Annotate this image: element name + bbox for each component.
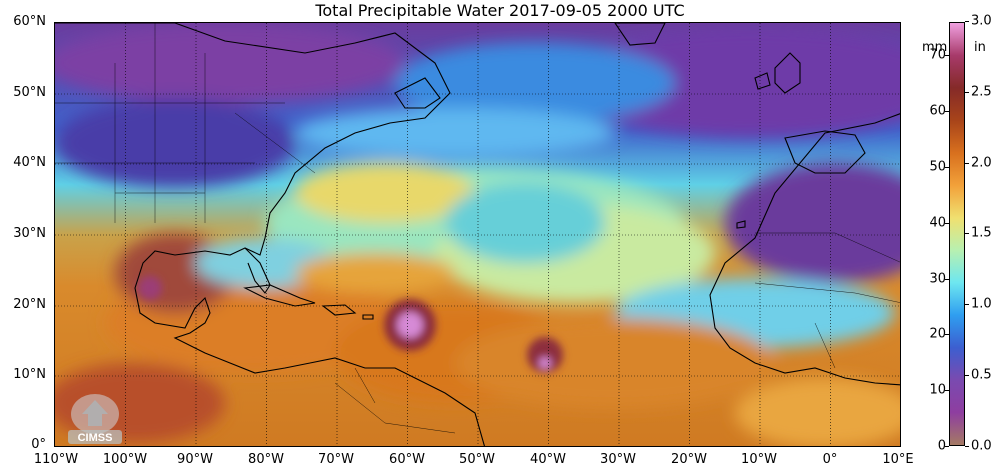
lon-label-20w: 20°W	[671, 452, 707, 467]
lat-label-0: 0°	[31, 437, 46, 452]
colorbar-in-tick-label: 0.5	[971, 367, 992, 383]
colorbar-mm-tick	[945, 334, 949, 336]
lat-label-10n: 10°N	[13, 367, 46, 382]
colorbar-in-tick-label: 2.0	[971, 155, 992, 171]
colorbar-in-tick-label: 3.0	[971, 13, 992, 29]
map-canvas	[55, 23, 900, 446]
political-borders	[55, 23, 900, 434]
colorbar-mm-tick	[945, 55, 949, 57]
colorbar-mm-tick	[945, 278, 949, 280]
colorbar-mm-tick	[945, 446, 949, 447]
colorbar-mm-tick	[945, 222, 949, 224]
colorbar-in-tick	[965, 304, 969, 306]
colorbar-in-tick	[965, 162, 969, 164]
colorbar-in-tick-label: 1.5	[971, 225, 992, 241]
colorbar-mm-tick-label: 60	[929, 103, 946, 119]
lon-label-110w: 110°W	[33, 452, 79, 467]
colorbar-in-tick	[965, 233, 969, 235]
precipitable-water-map[interactable]	[54, 22, 901, 447]
lon-label-10e: 10°E	[882, 452, 914, 467]
colorbar-unit-in: in	[974, 40, 986, 55]
colorbar-in-tick-label: 1.0	[971, 296, 992, 312]
cimss-logo-icon: CIMSS	[68, 394, 122, 444]
colorbar-mm-tick	[945, 167, 949, 169]
colorbar-in-tick	[965, 20, 969, 22]
lon-label-60w: 60°W	[389, 452, 425, 467]
colorbar-mm-tick-label: 0	[937, 438, 946, 454]
lon-label-0: 0°	[822, 452, 838, 467]
graticule	[55, 23, 900, 446]
lat-label-30n: 30°N	[13, 226, 46, 241]
lon-label-100w: 100°W	[102, 452, 148, 467]
colorbar-in-tick-label: 2.5	[971, 84, 992, 100]
colorbar-in-tick	[965, 91, 969, 93]
colorbar-mm-tick-label: 30	[929, 271, 946, 287]
colorbar-mm-tick	[945, 390, 949, 392]
colorbar-mm-tick	[945, 111, 949, 113]
lat-label-60n: 60°N	[13, 14, 46, 29]
colorbar-mm-tick-label: 50	[929, 159, 946, 175]
lat-label-50n: 50°N	[13, 85, 46, 100]
lat-label-40n: 40°N	[13, 155, 46, 170]
hurricane-feature	[138, 276, 563, 373]
colorbar-mm-tick-label: 20	[929, 326, 946, 342]
map-title: Total Precipitable Water 2017-09-05 2000…	[315, 1, 685, 20]
colorbar-in-tick-label: 0.0	[971, 438, 992, 454]
colorbar-unit-mm: mm	[922, 40, 948, 55]
lon-label-80w: 80°W	[248, 452, 284, 467]
cimss-logo: CIMSS	[60, 392, 130, 444]
colorbar-in-tick	[965, 375, 969, 377]
lat-label-20n: 20°N	[13, 297, 46, 312]
coastlines	[55, 23, 900, 446]
logo-text: CIMSS	[78, 432, 113, 444]
colorbar-mm-tick-label: 70	[929, 47, 946, 63]
lon-label-50w: 50°W	[459, 452, 495, 467]
colorbar-mm-tick-label: 10	[929, 382, 946, 398]
colorbar-mm-tick-label: 40	[929, 215, 946, 231]
lon-label-90w: 90°W	[177, 452, 213, 467]
colorbar-in-tick	[965, 446, 969, 447]
colorbar	[949, 22, 965, 446]
lon-label-30w: 30°W	[600, 452, 636, 467]
lon-label-70w: 70°W	[318, 452, 354, 467]
lon-label-40w: 40°W	[530, 452, 566, 467]
lon-label-10w: 10°W	[741, 452, 777, 467]
